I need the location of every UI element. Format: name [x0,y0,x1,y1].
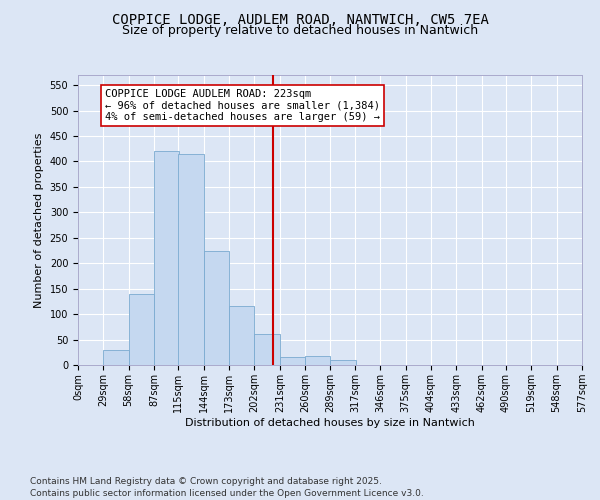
Bar [103,350,128,365]
Text: COPPICE LODGE, AUDLEM ROAD, NANTWICH, CW5 7EA: COPPICE LODGE, AUDLEM ROAD, NANTWICH, CW… [112,12,488,26]
Bar [331,360,356,365]
Bar [229,306,254,365]
Bar [154,152,179,365]
Bar [204,250,229,365]
Bar [128,294,154,365]
Y-axis label: Number of detached properties: Number of detached properties [34,132,44,308]
X-axis label: Distribution of detached houses by size in Nantwich: Distribution of detached houses by size … [185,418,475,428]
Bar [254,334,280,365]
Bar [305,356,331,365]
Bar [280,358,305,365]
Text: Contains HM Land Registry data © Crown copyright and database right 2025.
Contai: Contains HM Land Registry data © Crown c… [30,476,424,498]
Text: COPPICE LODGE AUDLEM ROAD: 223sqm
← 96% of detached houses are smaller (1,384)
4: COPPICE LODGE AUDLEM ROAD: 223sqm ← 96% … [105,89,380,122]
Text: Size of property relative to detached houses in Nantwich: Size of property relative to detached ho… [122,24,478,37]
Bar [178,154,204,365]
